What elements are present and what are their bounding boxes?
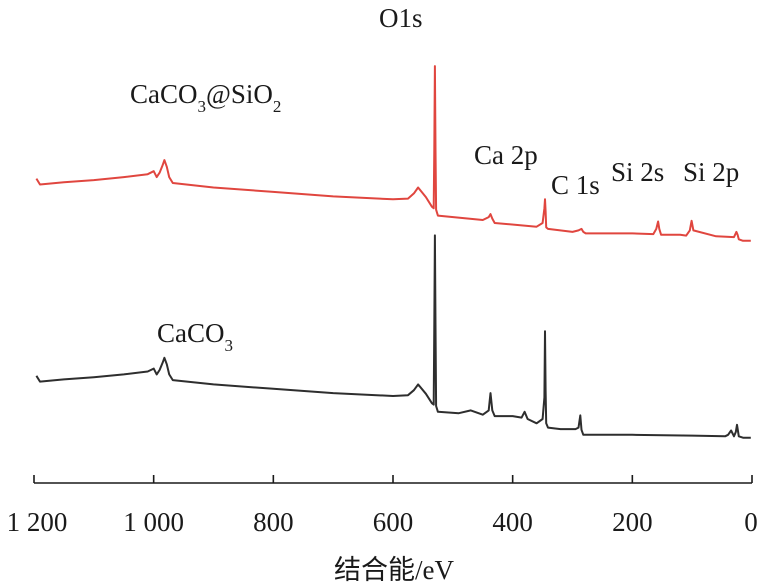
x-tick-label: 1 000 <box>123 507 184 537</box>
x-axis-label: 结合能/eV <box>334 555 454 585</box>
annotation-c1s: C 1s <box>551 170 600 200</box>
series-label-caco3-main: CaCO <box>157 318 225 348</box>
x-tick-label: 600 <box>373 507 414 537</box>
series-label-caco3-sio2-sub1: 3 <box>198 97 207 116</box>
x-tick-label: 0 <box>744 507 758 537</box>
annotation-ca2p: Ca 2p <box>474 140 538 170</box>
x-tick-label: 1 200 <box>7 507 68 537</box>
annotation-o1s: O1s <box>379 3 423 33</box>
x-tick-label: 400 <box>492 507 533 537</box>
series-label-caco3-sio2: CaCO3@SiO2 <box>130 79 281 116</box>
x-ticks: 1 200 1 000 800 600 400 200 0 <box>7 475 758 537</box>
plot-lines <box>35 65 751 439</box>
series-label-caco3-sio2-mid: @SiO <box>206 79 273 109</box>
series-label-caco3-sio2-main: CaCO <box>130 79 198 109</box>
series-label-caco3-sub1: 3 <box>225 336 234 355</box>
x-tick-label: 200 <box>612 507 653 537</box>
x-tick-label: 800 <box>253 507 294 537</box>
series-line-caco3-sio2 <box>35 65 751 242</box>
series-label-caco3-sio2-sub2: 2 <box>273 97 282 116</box>
series-line-caco3 <box>35 234 751 439</box>
annotation-si2p: Si 2p <box>683 157 739 187</box>
series-label-caco3: CaCO3 <box>157 318 233 355</box>
annotation-si2s: Si 2s <box>611 157 664 187</box>
